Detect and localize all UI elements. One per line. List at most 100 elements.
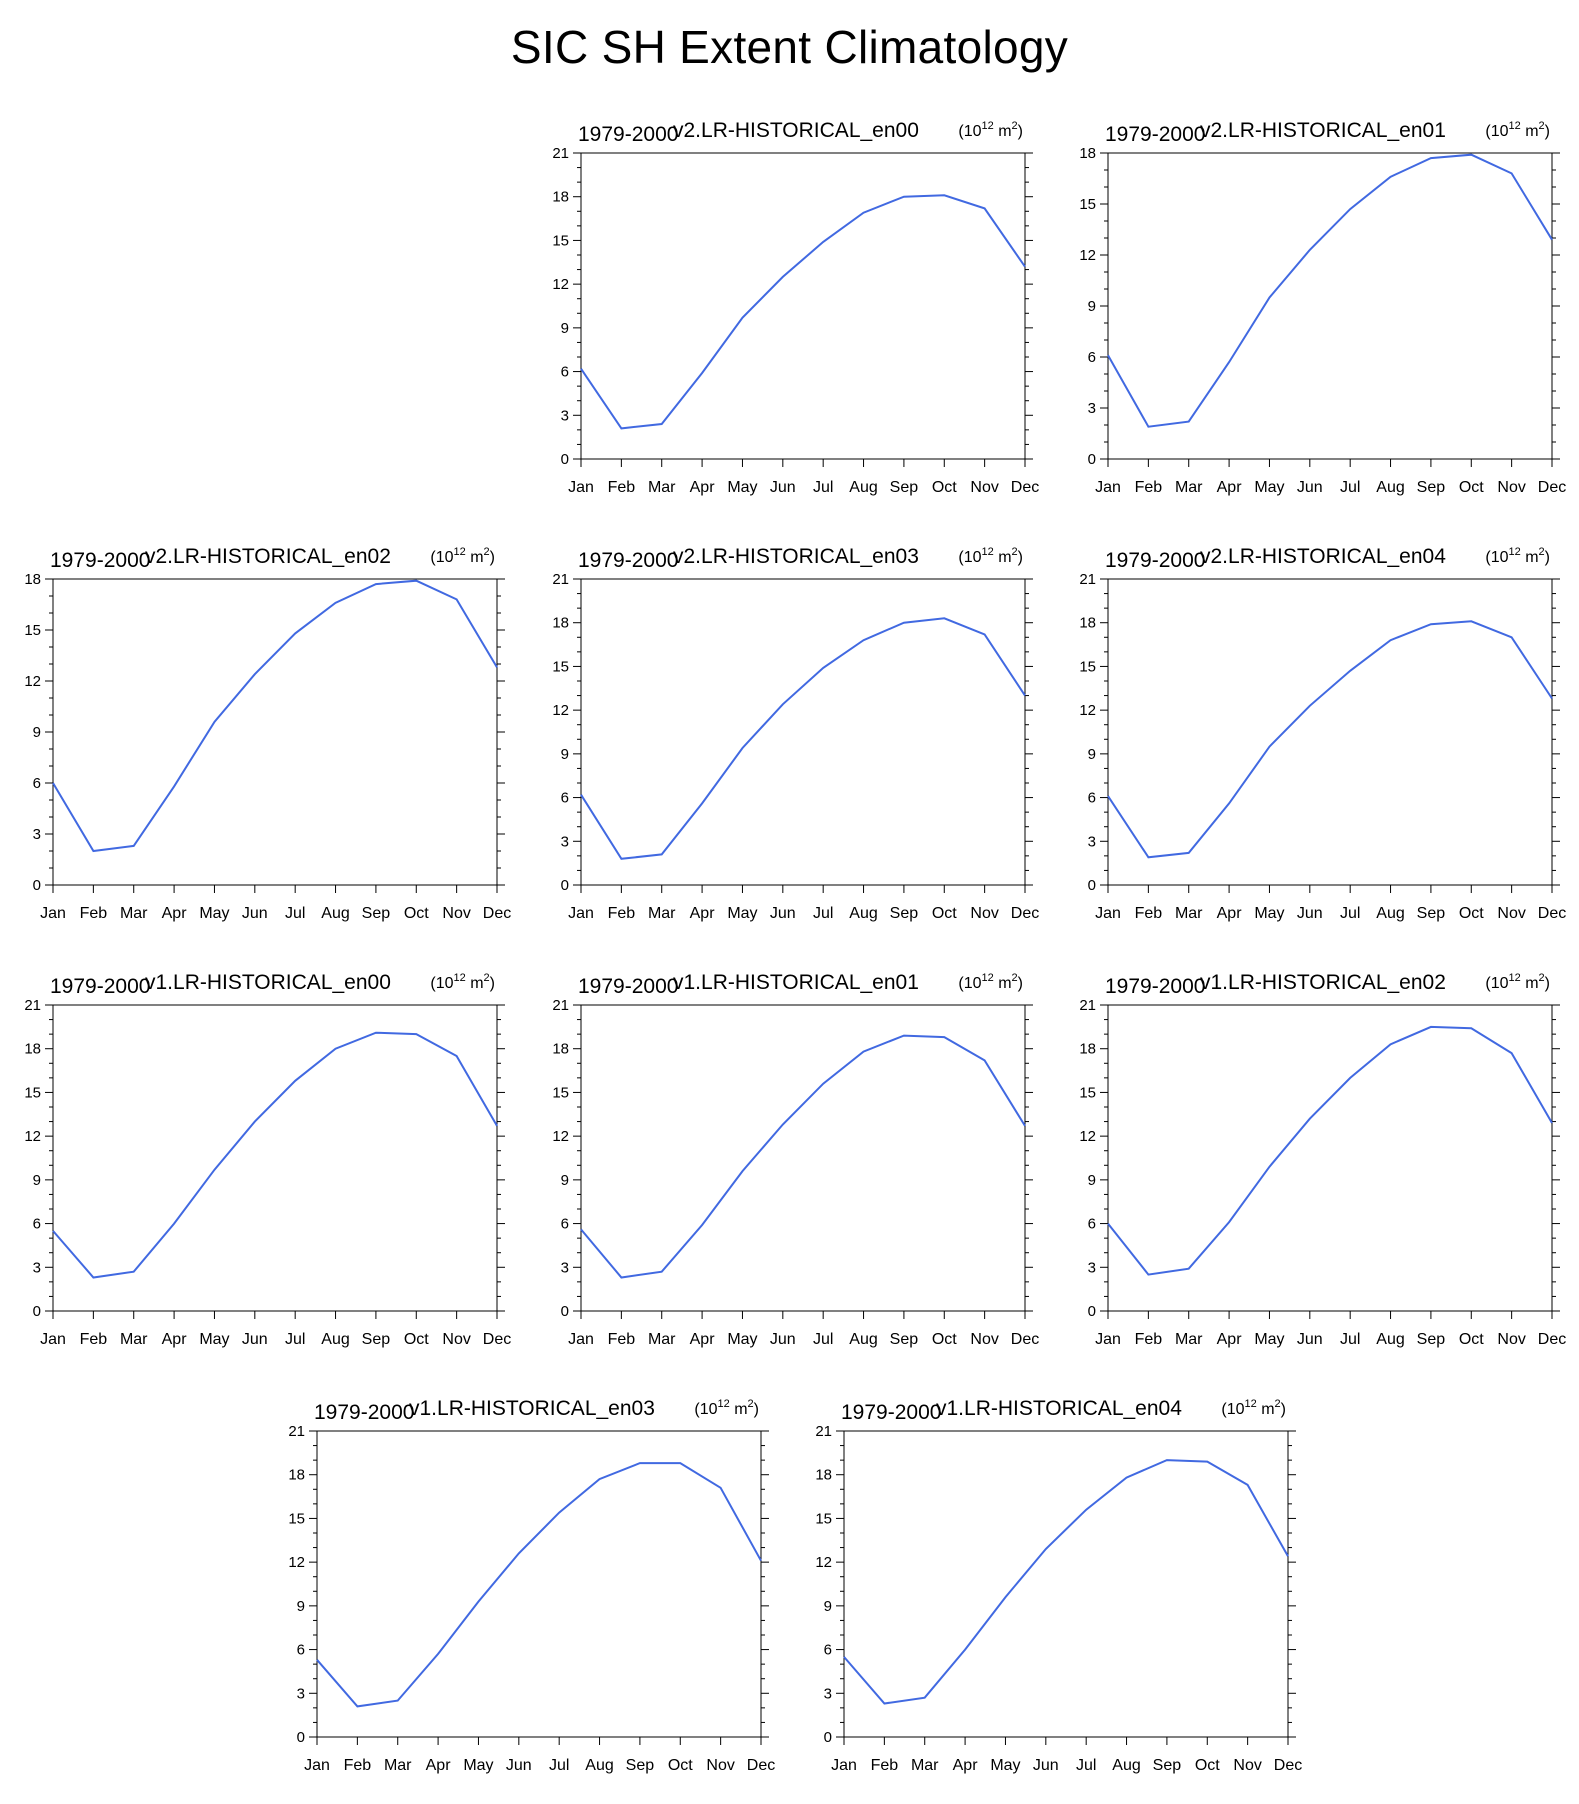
units-part: 2 [748,1398,754,1410]
y-tick-label: 6 [561,1216,569,1233]
y-tick-label: 12 [1079,702,1096,719]
chart-panel-v2-lr-historical-en00: 0 3 6 9 12 15 18 21 Jan Feb Mar Apr May Jun Jul Aug Sep O… [552,119,1039,496]
x-tick-label: Oct [404,905,429,922]
units-part: 12 [1509,120,1521,132]
x-tick-label: Apr [953,1757,979,1774]
units-part: 2 [1012,546,1018,558]
y-tick-label: 3 [561,833,569,850]
x-tick-label: May [463,1757,493,1774]
x-tick-label: Sep [362,1331,391,1348]
units-label: (1012 m2) [430,546,495,566]
units-part: m [466,975,484,992]
units-part: 2 [1539,546,1545,558]
plot-frame [1107,578,1553,886]
x-tick-label: Jun [1033,1757,1059,1774]
x-tick-label: Jun [770,479,796,496]
units-label: (1012 m2) [1485,120,1550,140]
units-part: m [1521,123,1539,140]
y-tick-label: 12 [24,1128,41,1145]
y-tick-label: 15 [552,232,569,249]
x-tick-label: Jun [242,905,268,922]
y-tick-label: 6 [1088,790,1096,807]
x-tick-label: Nov [970,905,998,922]
x-tick-label: Apr [162,1331,188,1348]
y-tick-label: 18 [1079,145,1096,162]
x-tick-label: Nov [706,1757,734,1774]
x-tick-label: May [199,1331,229,1348]
y-tick-label: 15 [24,1084,41,1101]
y-tick-label: 21 [1079,997,1096,1014]
panel-period-label: 1979-2000 [578,975,678,998]
y-tick-label: 15 [24,622,41,639]
series-line [52,1031,498,1279]
x-tick-label: Jul [285,1331,305,1348]
x-tick-label: Nov [1497,1331,1525,1348]
x-tick-label: Apr [690,479,716,496]
y-tick-label: 12 [815,1554,832,1571]
units-part: m [1521,975,1539,992]
x-tick-label: Jan [831,1757,857,1774]
units-part: 2 [1539,972,1545,984]
y-tick-label: 6 [33,775,41,792]
y-tick-label: 0 [1088,877,1096,894]
units-part: 12 [982,972,994,984]
units-label: (1012 m2) [958,120,1023,140]
x-tick-label: May [1254,1331,1284,1348]
y-tick-label: 15 [552,1084,569,1101]
x-tick-label: Sep [1417,905,1446,922]
x-tick-label: Dec [483,1331,511,1348]
x-tick-label: Oct [932,1331,957,1348]
y-tick-label: 0 [1088,451,1096,468]
units-label: (1012 m2) [1485,972,1550,992]
y-tick-label: 21 [552,997,569,1014]
panel-title: v2.LR-HISTORICAL_en01 [1200,119,1446,142]
x-tick-label: Mar [384,1757,412,1774]
y-tick-label: 3 [561,1259,569,1276]
units-label: (1012 m2) [958,972,1023,992]
plot-frame [1107,1004,1553,1312]
x-tick-label: Feb [1135,479,1163,496]
y-tick-label: 9 [824,1598,832,1615]
x-tick-label: Aug [849,1331,877,1348]
units-part: ) [1545,123,1550,140]
y-tick-label: 15 [552,658,569,675]
y-tick-label: 0 [561,1303,569,1320]
chart-panel-v1-lr-historical-en04: 0 3 6 9 12 15 18 21 Jan Feb Mar Apr May Jun Jul Aug Sep O… [815,1397,1302,1774]
units-part: 2 [1275,1398,1281,1410]
series-line [580,1034,1026,1279]
y-tick-label: 18 [552,615,569,632]
y-tick-label: 0 [297,1729,305,1746]
x-tick-label: Aug [321,905,349,922]
x-tick-label: Sep [1417,1331,1446,1348]
x-tick-label: May [1254,479,1284,496]
x-tick-label: Oct [1195,1757,1220,1774]
x-tick-label: Jul [813,905,833,922]
units-part: (10 [958,123,981,140]
units-part: ) [1545,975,1550,992]
series-line [52,579,498,853]
units-part: (10 [958,975,981,992]
y-tick-label: 15 [1079,658,1096,675]
x-tick-label: May [727,1331,757,1348]
y-tick-label: 3 [561,407,569,424]
units-part: 12 [982,546,994,558]
x-tick-label: Sep [890,905,919,922]
y-tick-label: 9 [33,1172,41,1189]
y-tick-label: 21 [1079,571,1096,588]
x-tick-label: Mar [1175,905,1203,922]
y-tick-label: 9 [1088,298,1096,315]
y-tick-label: 18 [1079,1041,1096,1058]
x-tick-label: May [199,905,229,922]
panel-period-label: 1979-2000 [1105,975,1205,998]
units-part: ) [1545,549,1550,566]
y-tick-label: 15 [288,1510,305,1527]
y-tick-label: 6 [561,790,569,807]
units-part: (10 [694,1401,717,1418]
units-label: (1012 m2) [430,972,495,992]
x-tick-label: Mar [120,1331,148,1348]
x-tick-label: Dec [1538,905,1566,922]
chart-panel-v2-lr-historical-en01: 0 3 6 9 12 15 18 Jan Feb Mar Apr May Jun Jul Aug Sep Oct… [1079,119,1566,496]
x-tick-label: Feb [1135,1331,1163,1348]
x-tick-label: Jun [770,1331,796,1348]
x-tick-label: Apr [690,1331,716,1348]
